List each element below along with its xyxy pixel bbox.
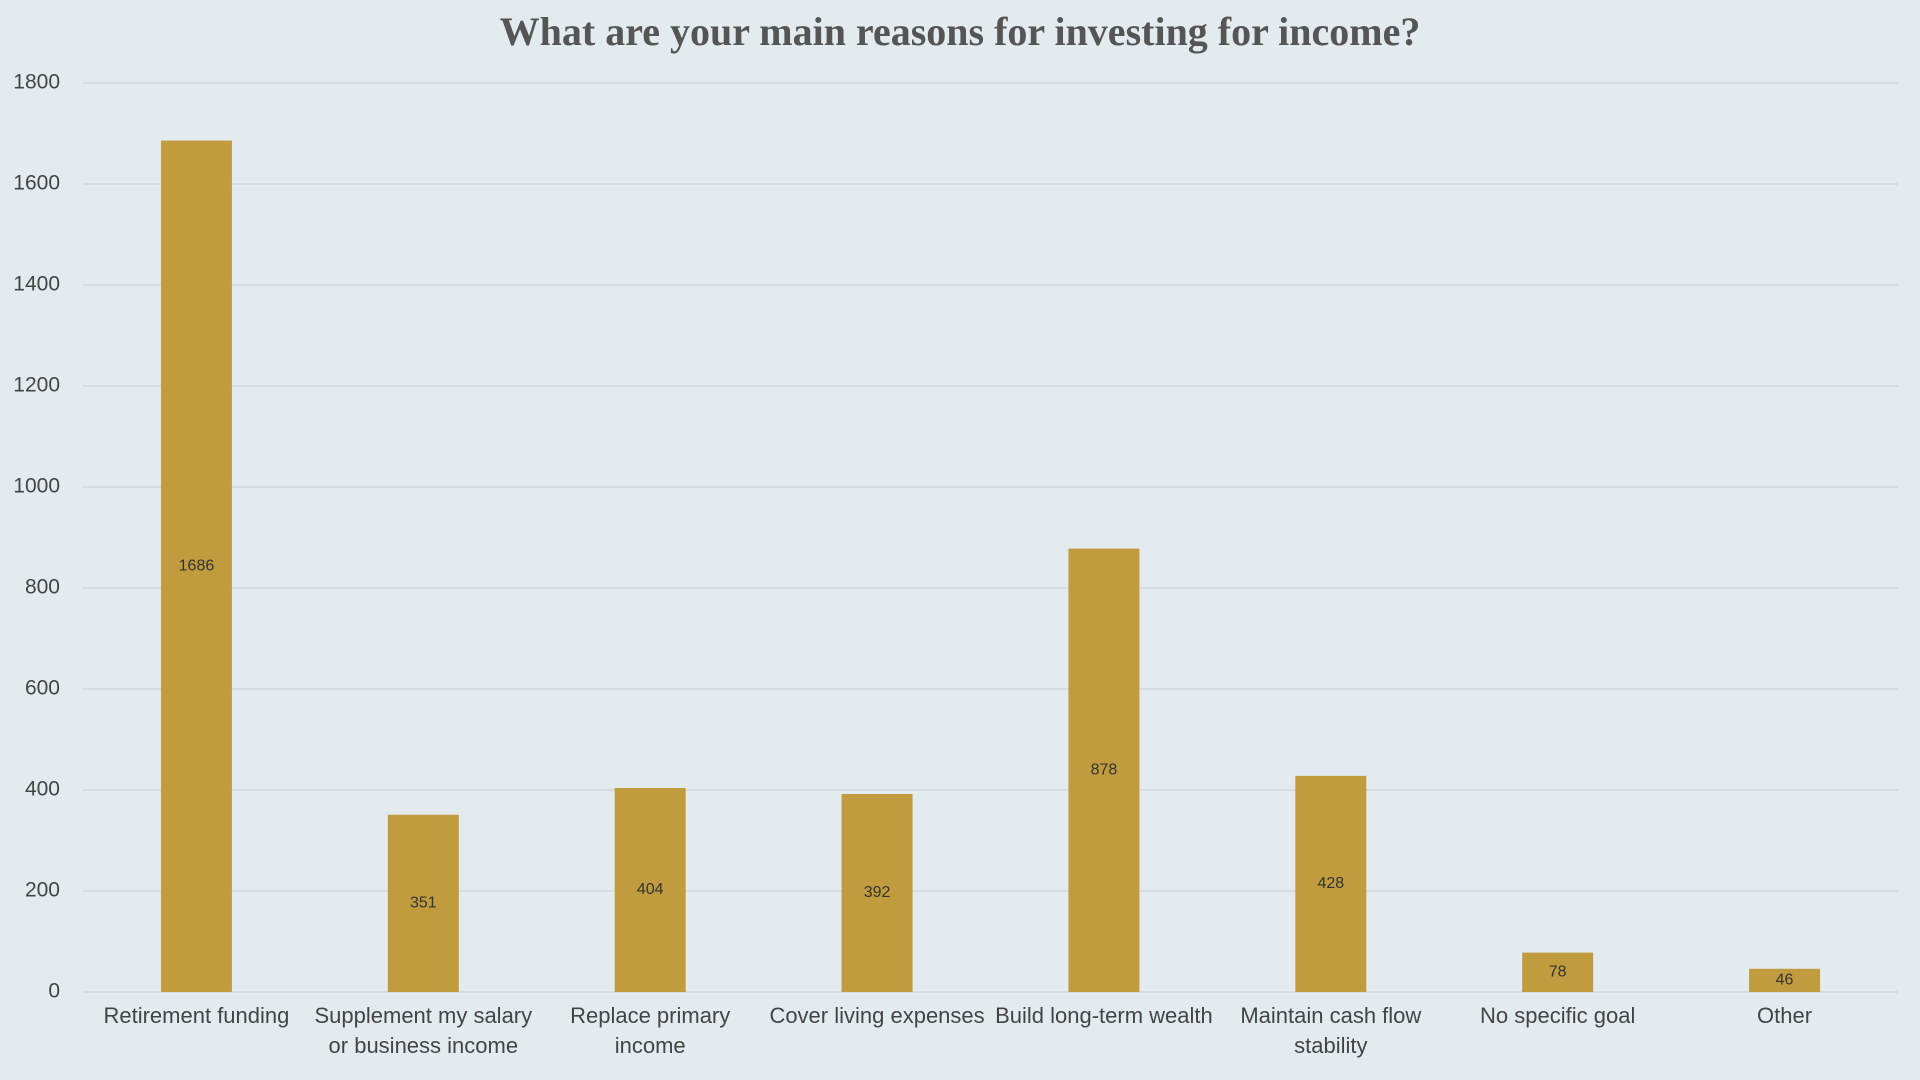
x-tick-label: Retirement funding: [103, 1003, 290, 1028]
bar: [614, 787, 686, 992]
data-label: 1686: [179, 558, 215, 575]
data-label: 78: [1549, 964, 1567, 981]
data-label: 404: [637, 881, 664, 898]
bar: [1295, 775, 1367, 992]
bar: [1522, 952, 1594, 992]
y-tick-label: 1400: [13, 273, 60, 296]
bar: [1068, 548, 1140, 992]
data-label: 428: [1317, 875, 1344, 892]
y-tick-label: 600: [25, 677, 60, 700]
bar: [387, 814, 459, 992]
data-label: 392: [864, 884, 891, 901]
x-tick-label: No specific goal: [1480, 1003, 1636, 1028]
y-tick-label: 1000: [13, 475, 60, 498]
x-tick-label: Replace primary income: [570, 1003, 731, 1058]
y-tick-label: 0: [48, 980, 60, 1003]
data-label: 351: [410, 895, 437, 912]
data-label: 878: [1091, 762, 1118, 779]
y-tick-label: 1600: [13, 172, 60, 195]
y-tick-label: 1200: [13, 374, 60, 397]
bar: [841, 794, 913, 992]
chart-title: What are your main reasons for investing…: [500, 9, 1421, 54]
x-tick-label: Build long-term wealth: [995, 1003, 1213, 1028]
x-tick-label: Cover living expenses: [769, 1003, 985, 1028]
data-label: 46: [1776, 972, 1794, 989]
x-tick-label: Other: [1757, 1003, 1813, 1028]
y-tick-label: 1800: [13, 71, 60, 94]
x-tick-label: Maintain cash flow stability: [1240, 1003, 1422, 1058]
bar: [160, 140, 232, 992]
y-tick-label: 200: [25, 879, 60, 902]
x-tick-label: Supplement my salary or business income: [314, 1003, 533, 1058]
bar: [1749, 968, 1821, 992]
y-tick-label: 800: [25, 576, 60, 599]
y-tick-label: 400: [25, 778, 60, 801]
